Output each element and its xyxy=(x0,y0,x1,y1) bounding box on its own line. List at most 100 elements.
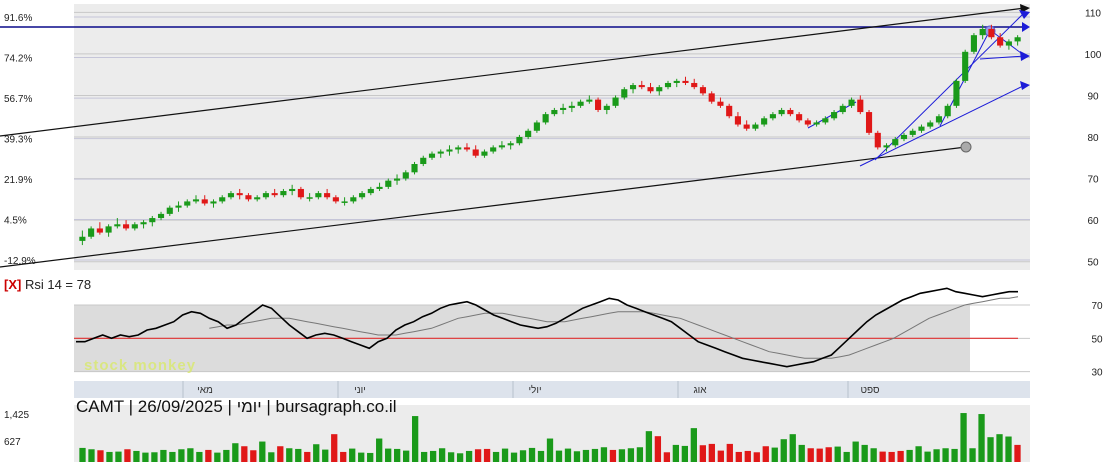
volume-bar xyxy=(834,446,841,462)
price-tick-label: 100 xyxy=(1085,50,1102,61)
volume-bar xyxy=(394,448,401,462)
volume-bar xyxy=(367,452,374,462)
candle-body xyxy=(839,105,846,113)
volume-bar xyxy=(798,444,805,462)
candle-body xyxy=(420,157,427,165)
volume-bar xyxy=(160,449,167,462)
candle-body xyxy=(96,228,103,233)
candle-body xyxy=(332,197,339,202)
candle-body xyxy=(953,80,960,106)
volume-bar xyxy=(564,448,572,462)
candle-body xyxy=(638,85,645,88)
price-tick-label: 70 xyxy=(1087,175,1099,186)
volume-bar xyxy=(232,443,239,462)
candle-body xyxy=(778,109,785,115)
candle-body xyxy=(192,199,200,202)
month-label: אוג xyxy=(693,385,707,396)
volume-bar xyxy=(969,448,976,462)
volume-bar xyxy=(331,434,338,462)
volume-bar xyxy=(483,448,491,462)
candle-body xyxy=(577,101,584,106)
volume-bar xyxy=(582,449,590,462)
watermark-logo: stock monkey xyxy=(84,357,197,374)
volume-bar xyxy=(447,452,455,462)
volume-bar xyxy=(654,436,662,462)
volume-bar xyxy=(789,434,796,462)
volume-bar xyxy=(609,449,617,462)
candle-body xyxy=(673,80,680,83)
candle-body xyxy=(988,28,995,38)
volume-bar xyxy=(340,451,347,462)
candle-body xyxy=(831,112,838,119)
candle-body xyxy=(315,193,322,198)
candle-body xyxy=(900,134,908,140)
volume-bar xyxy=(726,443,733,462)
volume-bar xyxy=(978,414,985,462)
candle-body xyxy=(918,126,925,131)
volume-bar xyxy=(519,450,527,462)
candle-body xyxy=(149,218,156,223)
blue-arrow xyxy=(1020,81,1030,90)
site-name: bursagraph.co.il xyxy=(275,397,397,416)
candle-body xyxy=(184,201,191,206)
candle-body xyxy=(175,205,182,208)
candle-body xyxy=(219,197,226,202)
candle-body xyxy=(708,93,715,102)
candle-body xyxy=(385,180,392,187)
volume-bar xyxy=(429,450,437,462)
candle-body xyxy=(621,89,628,98)
volume-bar xyxy=(600,447,608,462)
volume-bar xyxy=(223,449,230,462)
volume-bar xyxy=(672,444,680,462)
candle-body xyxy=(157,213,165,219)
candle-body xyxy=(848,99,855,106)
volume-bar xyxy=(277,446,284,462)
volume-bar xyxy=(735,451,742,462)
candle-body xyxy=(664,82,672,88)
lower-channel-line xyxy=(0,146,967,268)
candle-body xyxy=(865,112,873,133)
candle-body xyxy=(140,222,147,225)
candle-body xyxy=(804,120,811,125)
volume-tick-label: 627 xyxy=(4,437,21,448)
candle-body xyxy=(717,101,724,106)
fib-tick-label: 91.6% xyxy=(4,13,32,24)
price-tick-label: 60 xyxy=(1087,216,1099,227)
price-tick-label: 110 xyxy=(1085,8,1101,19)
volume-bar xyxy=(259,441,266,462)
month-label: ספט xyxy=(860,385,880,396)
volume-bar xyxy=(151,452,158,462)
candle-body xyxy=(979,28,986,36)
price-tick-label: 90 xyxy=(1087,91,1099,102)
volume-bar xyxy=(79,447,86,462)
volume-bar xyxy=(744,450,751,462)
candle-body xyxy=(393,178,401,181)
candle-body xyxy=(210,201,217,204)
candle-body xyxy=(227,193,235,198)
rsi-close-button[interactable]: [X] xyxy=(4,277,22,292)
candle-body xyxy=(516,137,523,144)
fib-tick-label: 39.3% xyxy=(4,135,32,146)
volume-bar xyxy=(322,449,329,462)
candle-body xyxy=(123,224,130,229)
volume-bar xyxy=(753,452,760,462)
rsi-average-line xyxy=(209,296,1019,359)
candle-body xyxy=(324,193,331,198)
volume-bar xyxy=(915,446,922,462)
candle-body xyxy=(874,132,881,148)
resistance-arrow xyxy=(1022,22,1030,32)
volume-bar xyxy=(124,449,131,462)
volume-bar xyxy=(268,452,275,462)
volume-bar xyxy=(250,450,257,462)
candle-body xyxy=(1005,41,1012,46)
volume-bar xyxy=(411,416,419,462)
volume-bar xyxy=(528,447,536,462)
candle-body xyxy=(699,87,707,94)
candle-body xyxy=(796,114,803,121)
volume-bar xyxy=(376,438,383,462)
candle-body xyxy=(341,201,348,203)
volume-bar xyxy=(987,437,994,462)
blue-arrow xyxy=(1020,51,1030,61)
rsi-value-label: Rsi 14 = 78 xyxy=(24,277,92,292)
